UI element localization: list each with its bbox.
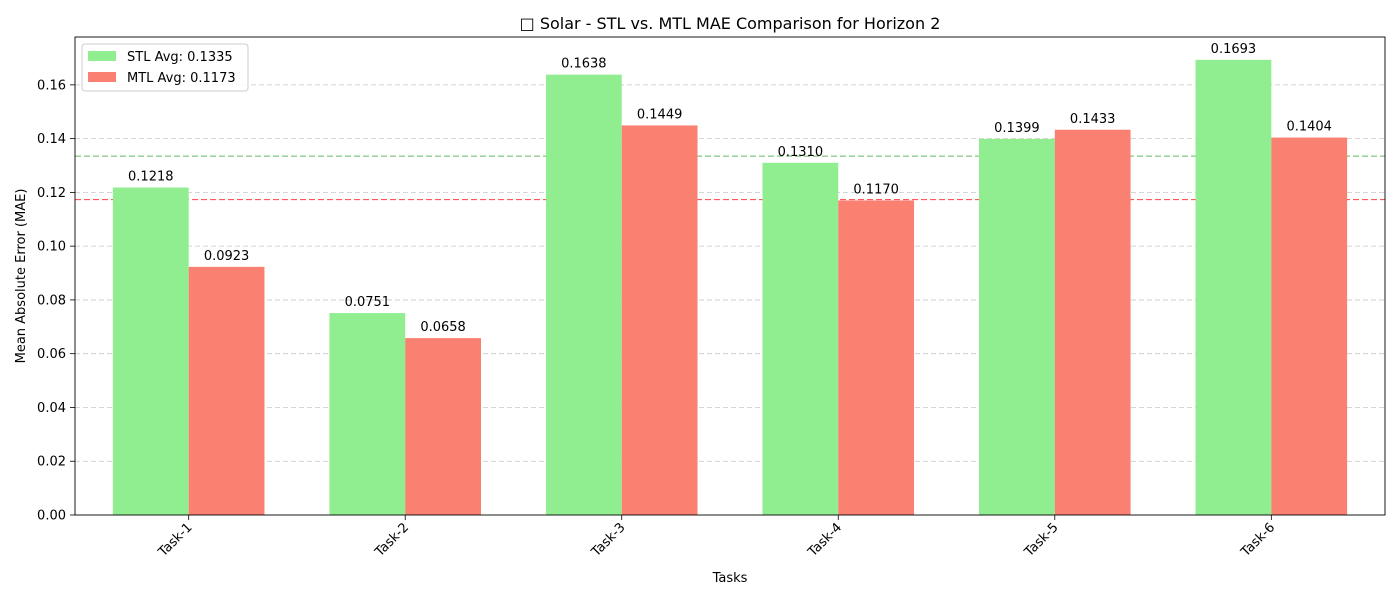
stl-bar-task-1 bbox=[112, 187, 189, 515]
x-tick-label: Task-1 bbox=[155, 520, 195, 560]
stl-value-label: 0.1693 bbox=[1211, 42, 1257, 57]
mtl-legend-swatch bbox=[88, 72, 116, 82]
bar-value-labels: 0.1218 0.0923 0.0751 0.0658 0.1638 0.1449 0.13… bbox=[128, 42, 1332, 335]
x-tick-label: Task-6 bbox=[1238, 520, 1278, 560]
mtl-value-label: 0.1433 bbox=[1070, 112, 1116, 127]
mtl-bar-task-4 bbox=[838, 200, 915, 515]
mtl-value-label: 0.0923 bbox=[204, 249, 250, 264]
mtl-legend-label: MTL Avg: 0.1173 bbox=[127, 71, 236, 86]
stl-value-label: 0.1310 bbox=[778, 145, 824, 160]
bars bbox=[112, 59, 1348, 516]
stl-legend-swatch bbox=[88, 51, 116, 61]
mtl-bar-task-2 bbox=[405, 338, 481, 515]
mtl-value-label: 0.1404 bbox=[1286, 120, 1332, 135]
x-tick-label: Task-4 bbox=[805, 520, 845, 560]
stl-legend-label: STL Avg: 0.1335 bbox=[127, 50, 233, 65]
y-axis-label: Mean Absolute Error (MAE) bbox=[14, 189, 29, 364]
mtl-value-label: 0.1170 bbox=[853, 182, 899, 197]
chart-title: □ Solar - STL vs. MTL MAE Comparison for… bbox=[520, 14, 941, 33]
y-tick-label: 0.08 bbox=[37, 293, 66, 308]
x-axis-label: Tasks bbox=[712, 571, 748, 586]
plot-frame bbox=[74, 36, 1386, 516]
mtl-value-label: 0.1449 bbox=[637, 107, 683, 122]
stl-bar-task-5 bbox=[979, 138, 1055, 516]
stl-bar-task-3 bbox=[545, 74, 622, 516]
y-tick-label: 0.16 bbox=[37, 78, 66, 93]
x-tick-label: Task-5 bbox=[1021, 520, 1061, 560]
y-tick-label: 0.14 bbox=[37, 132, 66, 147]
stl-bar-task-2 bbox=[329, 313, 406, 515]
mtl-bar-task-6 bbox=[1271, 137, 1348, 515]
x-tick-label: Task-3 bbox=[588, 520, 628, 560]
y-tick-label: 0.04 bbox=[37, 401, 66, 416]
stl-value-label: 0.1218 bbox=[128, 170, 174, 185]
y-tick-label: 0.06 bbox=[37, 347, 66, 362]
grid-layer bbox=[75, 84, 1385, 462]
stl-value-label: 0.0751 bbox=[345, 295, 391, 310]
y-tick-label: 0.10 bbox=[37, 240, 66, 255]
y-tick-label: 0.12 bbox=[37, 186, 66, 201]
y-tick-label: 0.02 bbox=[37, 455, 66, 470]
stl-bar-task-6 bbox=[1195, 59, 1272, 516]
mtl-bar-task-5 bbox=[1054, 129, 1131, 515]
mtl-bar-task-1 bbox=[188, 266, 265, 515]
stl-value-label: 0.1638 bbox=[561, 57, 607, 72]
stl-bar-task-4 bbox=[762, 162, 839, 515]
mtl-bar-task-3 bbox=[621, 125, 698, 515]
y-tick-label: 0.00 bbox=[37, 509, 66, 524]
stl-value-label: 0.1399 bbox=[994, 121, 1040, 136]
x-tick-label: Task-2 bbox=[372, 520, 412, 560]
reference-lines bbox=[75, 155, 1385, 201]
mtl-value-label: 0.0658 bbox=[420, 320, 466, 335]
legend: STL Avg: 0.1335 MTL Avg: 0.1173 bbox=[81, 43, 249, 92]
legend-box bbox=[81, 43, 249, 92]
